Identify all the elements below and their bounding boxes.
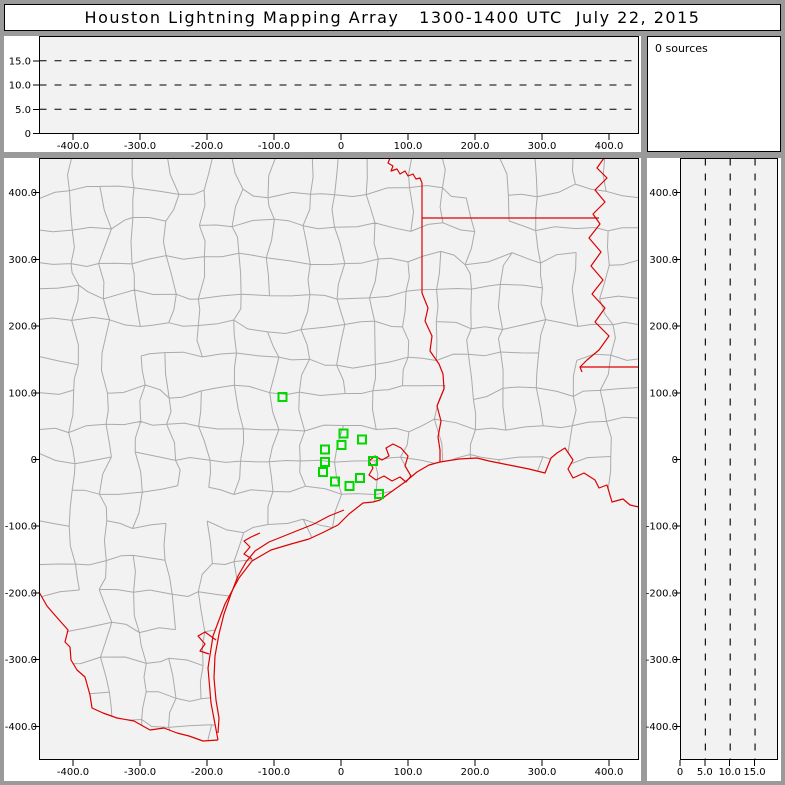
x-tick-label: 200.0 bbox=[461, 767, 490, 778]
x-tick-label: 0 bbox=[338, 767, 344, 778]
altitude-ns-panel: 400.0 300.0 200.0 100.0 0 -100.0 -200.0 -300.0 -… bbox=[646, 158, 781, 781]
altitude-ns-plot[interactable]: 400.0 300.0 200.0 100.0 0 -100.0 -200.0 -300.0 -… bbox=[646, 158, 781, 781]
lma-station-marker bbox=[354, 473, 365, 484]
y-tick-label: 100.0 bbox=[8, 388, 37, 399]
x-tick-label: 10.0 bbox=[719, 767, 741, 778]
matagorda-bay-outline bbox=[243, 532, 261, 560]
y-tick-label: 200.0 bbox=[649, 322, 678, 333]
y-tick-label: 400.0 bbox=[8, 188, 37, 199]
y-tick-label: 10.0 bbox=[9, 81, 31, 92]
y-tick-label: 200.0 bbox=[8, 322, 37, 333]
y-tick-label: -400.0 bbox=[5, 722, 37, 733]
y-tick-label: 100.0 bbox=[649, 388, 678, 399]
x-tick-label: 100.0 bbox=[394, 767, 423, 778]
lma-station-marker bbox=[317, 467, 328, 478]
x-tick-label: 400.0 bbox=[595, 767, 624, 778]
lma-station-marker bbox=[319, 444, 330, 455]
y-tick-label: 5.0 bbox=[15, 105, 31, 116]
y-tick-label: -300.0 bbox=[5, 655, 37, 666]
lma-station-marker bbox=[344, 481, 355, 492]
y-tick-label: 300.0 bbox=[8, 255, 37, 266]
lma-station-marker bbox=[368, 455, 379, 466]
window-title: Houston Lightning Mapping Array 1300-140… bbox=[4, 4, 781, 31]
sabine-river-tx-la-border bbox=[421, 292, 445, 462]
lma-station-marker bbox=[319, 457, 330, 468]
y-tick-label: -400.0 bbox=[646, 722, 678, 733]
alt-ew-plot-frame bbox=[39, 36, 639, 134]
lma-stations bbox=[277, 391, 385, 500]
x-tick-label: -200.0 bbox=[191, 767, 223, 778]
alt-ns-plot-background bbox=[680, 158, 777, 760]
y-tick-label: 0 bbox=[672, 455, 678, 466]
lma-station-marker bbox=[356, 434, 367, 445]
source-count-label: 0 sources bbox=[655, 42, 708, 55]
y-tick-label: 400.0 bbox=[649, 188, 678, 199]
x-tick-label: 100.0 bbox=[394, 141, 423, 152]
x-tick-label: -400.0 bbox=[57, 767, 89, 778]
y-tick-label: -200.0 bbox=[5, 588, 37, 599]
lma-station-marker bbox=[277, 391, 288, 402]
map-plot-frame bbox=[39, 158, 639, 760]
x-tick-label: 0 bbox=[677, 767, 683, 778]
x-tick-label: 300.0 bbox=[528, 141, 557, 152]
corpus-christi-bay-outline bbox=[197, 631, 217, 655]
alt-ns-plot-frame bbox=[680, 158, 778, 760]
y-tick-label: -100.0 bbox=[5, 522, 37, 533]
y-tick-label: 0 bbox=[31, 455, 37, 466]
state-borders-and-coast bbox=[38, 157, 640, 742]
y-tick-label: -300.0 bbox=[646, 655, 678, 666]
y-tick-label: -200.0 bbox=[646, 588, 678, 599]
altitude-ew-plot[interactable]: 0 5.0 10.0 15.0 -400.0 -300.0 -200.0 -100.0 0 100… bbox=[4, 36, 641, 152]
laguna-madre-inner-shore bbox=[213, 509, 345, 734]
source-count-panel: 0 sources bbox=[647, 36, 781, 152]
lma-station-marker bbox=[374, 489, 385, 500]
y-tick-label: 0 bbox=[25, 129, 31, 140]
x-tick-label: 15.0 bbox=[743, 767, 765, 778]
x-tick-label: -100.0 bbox=[258, 141, 290, 152]
x-tick-label: -400.0 bbox=[57, 141, 89, 152]
x-tick-label: 0 bbox=[338, 141, 344, 152]
x-tick-label: 300.0 bbox=[528, 767, 557, 778]
x-tick-label: -300.0 bbox=[124, 141, 156, 152]
x-tick-label: 5.0 bbox=[697, 767, 713, 778]
y-tick-label: 300.0 bbox=[649, 255, 678, 266]
lma-station-marker bbox=[338, 428, 349, 439]
y-tick-label: -100.0 bbox=[646, 522, 678, 533]
x-tick-label: -100.0 bbox=[258, 767, 290, 778]
map-plot-background bbox=[39, 158, 639, 760]
lma-station-marker bbox=[336, 439, 347, 450]
x-tick-label: 400.0 bbox=[595, 141, 624, 152]
y-tick-label: 15.0 bbox=[9, 56, 31, 67]
rio-grande-border bbox=[38, 591, 219, 742]
mississippi-river-border bbox=[579, 157, 610, 373]
x-tick-label: -200.0 bbox=[191, 141, 223, 152]
lma-station-marker bbox=[330, 476, 340, 487]
galveston-bay-outline bbox=[368, 443, 412, 483]
red-river-tx-ok-border bbox=[387, 157, 423, 184]
plan-view-map-panel: 400.0 300.0 200.0 100.0 0 -100.0 -200.0 -300.0 -… bbox=[4, 157, 641, 781]
altitude-ew-panel: 0 5.0 10.0 15.0 -400.0 -300.0 -200.0 -100.0 0 100… bbox=[4, 36, 641, 152]
x-tick-label: -300.0 bbox=[124, 767, 156, 778]
x-tick-label: 200.0 bbox=[461, 141, 490, 152]
alt-ew-plot-background bbox=[39, 36, 639, 134]
plan-view-map-plot[interactable]: 400.0 300.0 200.0 100.0 0 -100.0 -200.0 -300.0 -… bbox=[4, 157, 641, 781]
map-axis-ticks-and-labels: 400.0 300.0 200.0 100.0 0 -100.0 -200.0 -300.0 -… bbox=[5, 188, 624, 778]
